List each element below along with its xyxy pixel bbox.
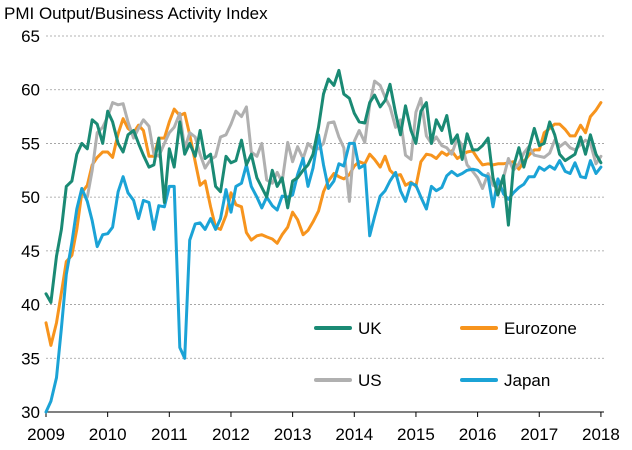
y-tick-label: 30 — [21, 403, 40, 422]
y-tick-label: 45 — [21, 242, 40, 261]
x-tick-label: 2013 — [274, 425, 312, 444]
legend-label-us: US — [358, 371, 382, 390]
y-tick-label: 50 — [21, 188, 40, 207]
series-line-uk — [44, 68, 603, 304]
x-axis: 2009 2010 2011 2012 2013 2014 2015 2016 2017 2018 — [27, 411, 620, 444]
x-tick-label: 2016 — [459, 425, 497, 444]
x-tick-label: 2009 — [27, 425, 65, 444]
series-line-japan — [44, 133, 603, 414]
x-tick-label: 2018 — [582, 425, 620, 444]
x-tick-label: 2017 — [520, 425, 558, 444]
series-lines — [44, 68, 603, 414]
legend: UK Eurozone US Japan — [314, 319, 577, 390]
y-tick-label: 55 — [21, 134, 40, 153]
x-tick-label: 2014 — [335, 425, 373, 444]
y-axis-ticks: 30 35 40 45 50 55 60 65 — [21, 27, 40, 422]
series-line-us — [85, 79, 603, 203]
legend-label-uk: UK — [358, 319, 382, 338]
y-tick-label: 35 — [21, 349, 40, 368]
y-tick-label: 65 — [21, 27, 40, 46]
x-tick-label: 2012 — [212, 425, 250, 444]
legend-label-japan: Japan — [504, 371, 550, 390]
y-tick-label: 40 — [21, 296, 40, 315]
x-tick-label: 2011 — [151, 425, 188, 444]
x-tick-label: 2015 — [397, 425, 435, 444]
x-tick-label: 2010 — [89, 425, 127, 444]
chart-title: PMI Output/Business Activity Index — [4, 4, 268, 23]
legend-label-eurozone: Eurozone — [504, 319, 577, 338]
y-tick-label: 60 — [21, 81, 40, 100]
